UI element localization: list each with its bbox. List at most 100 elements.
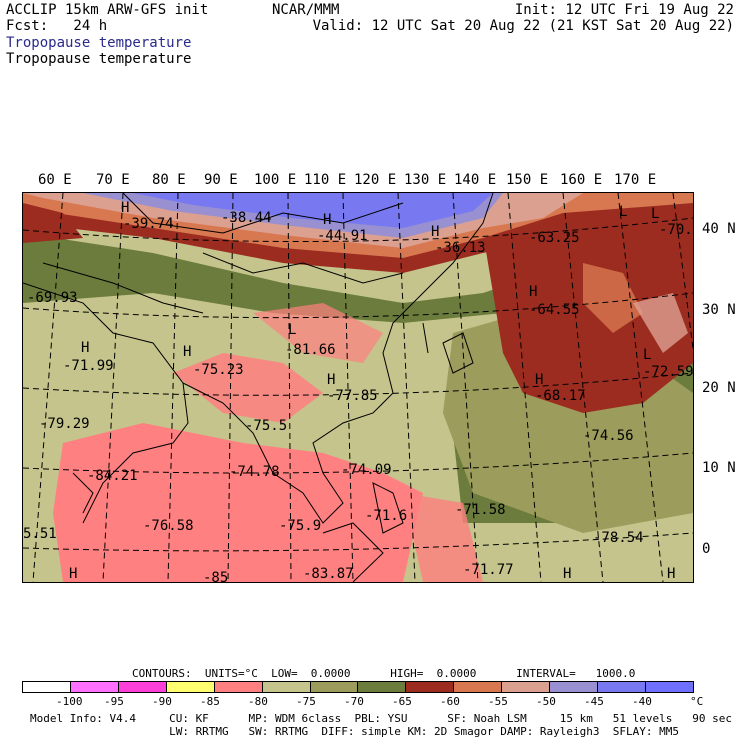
colorbar-label: -45 [584, 695, 604, 708]
extreme-value-label: -69.93 [27, 290, 78, 306]
colorbar-swatch [645, 682, 693, 692]
latitude-label: 30 N [702, 302, 736, 318]
extreme-value-label: -72.59 [643, 364, 694, 380]
low-marker: L [643, 347, 652, 363]
temperature-colorbar [22, 681, 694, 693]
extreme-value-label: -71.99 [63, 358, 114, 374]
extreme-value-label: -79.29 [39, 416, 90, 432]
colorbar-label: -65 [392, 695, 412, 708]
extreme-value-label: 5.51 [23, 526, 57, 542]
longitude-label: 140 E [454, 172, 497, 188]
colorbar-label: -100 [56, 695, 83, 708]
colorbar-swatch [406, 682, 455, 692]
high-marker: H [121, 200, 130, 216]
extreme-value-label: -75.23 [193, 362, 244, 378]
colorbar-label: -75 [296, 695, 316, 708]
colorbar-label: -50 [536, 695, 556, 708]
longitude-label: 120 E [354, 172, 397, 188]
colorbar-label: °C [690, 695, 704, 708]
colorbar-swatch [502, 682, 551, 692]
colorbar-swatch [598, 682, 646, 692]
longitude-label: 150 E [506, 172, 549, 188]
colorbar-swatch [70, 682, 119, 692]
extreme-value-label: -75.9 [279, 518, 322, 534]
field-title-primary: Tropopause temperature [6, 35, 192, 51]
extreme-value-label: -77.85 [327, 388, 378, 404]
extreme-value-label: -38.44 [221, 210, 272, 226]
high-marker: H [81, 340, 90, 356]
high-marker: H [327, 372, 336, 388]
colorbar-label: -90 [152, 695, 172, 708]
extreme-value-label: -68.17 [535, 388, 586, 404]
colorbar-label: -95 [104, 695, 124, 708]
low-marker: L [288, 322, 297, 338]
colorbar-swatch [23, 682, 71, 692]
model-title: ACCLIP 15km ARW-GFS init [6, 2, 209, 18]
extreme-value-label: -74.78 [229, 464, 280, 480]
colorbar-label: -80 [248, 695, 268, 708]
high-marker: H [183, 344, 192, 360]
high-marker: H [431, 224, 440, 240]
contours-info: CONTOURS: UNITS=°C LOW= 0.0000 HIGH= 0.0… [132, 667, 636, 680]
model-info-line2: LW: RRTMG SW: RRTMG DIFF: simple KM: 2D … [30, 725, 680, 738]
extreme-value-label: -84.21 [87, 468, 138, 484]
longitude-label: 170 E [614, 172, 657, 188]
high-marker: H [529, 284, 538, 300]
colorbar-swatch [262, 682, 311, 692]
colorbar-swatch [310, 682, 359, 692]
colorbar-swatch [214, 682, 263, 692]
longitude-label: 130 E [404, 172, 447, 188]
extreme-value-label: -64.55 [529, 302, 580, 318]
extreme-value-label: -74.09 [341, 462, 392, 478]
extreme-value-label: -76.58 [143, 518, 194, 534]
extreme-value-label: -71.58 [455, 502, 506, 518]
valid-time: Valid: 12 UTC Sat 20 Aug 22 (21 KST Sat … [312, 18, 734, 34]
low-marker: L [651, 206, 660, 222]
institution-label: NCAR/MMM [272, 2, 340, 18]
extreme-value-label: -36.13 [435, 240, 486, 256]
longitude-label: 60 E [38, 172, 72, 188]
extreme-value-label: -78.54 [593, 530, 644, 546]
extreme-value-label: -39.74 [123, 216, 174, 232]
longitude-label: 160 E [560, 172, 603, 188]
high-marker: H [563, 566, 572, 582]
colorbar-label: -55 [488, 695, 508, 708]
longitude-label: 80 E [152, 172, 186, 188]
extreme-value-label: -71.6 [365, 508, 408, 524]
longitude-label: 70 E [96, 172, 130, 188]
latitude-label: 10 N [702, 460, 736, 476]
extreme-value-label: -83.87 [303, 566, 354, 582]
colorbar-swatch [550, 682, 599, 692]
extreme-value-label: -70.29 [659, 222, 693, 238]
colorbar-label: -60 [440, 695, 460, 708]
longitude-label: 100 E [254, 172, 297, 188]
colorbar-swatch [118, 682, 167, 692]
model-info-line1: Model Info: V4.4 CU: KF MP: WDM 6class P… [30, 712, 732, 725]
colorbar-swatch [358, 682, 407, 692]
colorbar-swatch [454, 682, 503, 692]
high-marker: H [535, 372, 544, 388]
latitude-label: 20 N [702, 380, 736, 396]
extreme-value-label: -74.56 [583, 428, 634, 444]
extreme-value-label: -63.25 [529, 230, 580, 246]
tropopause-temperature-map: H-39.74-38.44H-44.91H-36.13L-63.25L-70.2… [22, 192, 694, 583]
latitude-label: 40 N [702, 221, 736, 237]
extreme-value-label: -85 [203, 570, 229, 583]
extreme-value-label: -44.91 [317, 228, 368, 244]
longitude-label: 90 E [204, 172, 238, 188]
colorbar-label: -40 [632, 695, 652, 708]
field-title-secondary: Tropopause temperature [6, 51, 192, 67]
colorbar-swatch [166, 682, 215, 692]
high-marker: H [323, 212, 332, 228]
init-time: Init: 12 UTC Fri 19 Aug 22 [514, 2, 734, 18]
forecast-hour: Fcst: 24 h [6, 18, 108, 34]
colorbar-label: -70 [344, 695, 364, 708]
extreme-value-label: -71.77 [463, 562, 514, 578]
low-marker: L [619, 204, 628, 220]
high-marker: H [69, 566, 78, 582]
extreme-value-label: -75.5 [245, 418, 288, 434]
latitude-label: 0 [702, 541, 711, 557]
high-marker: H [667, 566, 676, 582]
extreme-value-label: -81.66 [285, 342, 336, 358]
longitude-label: 110 E [304, 172, 347, 188]
